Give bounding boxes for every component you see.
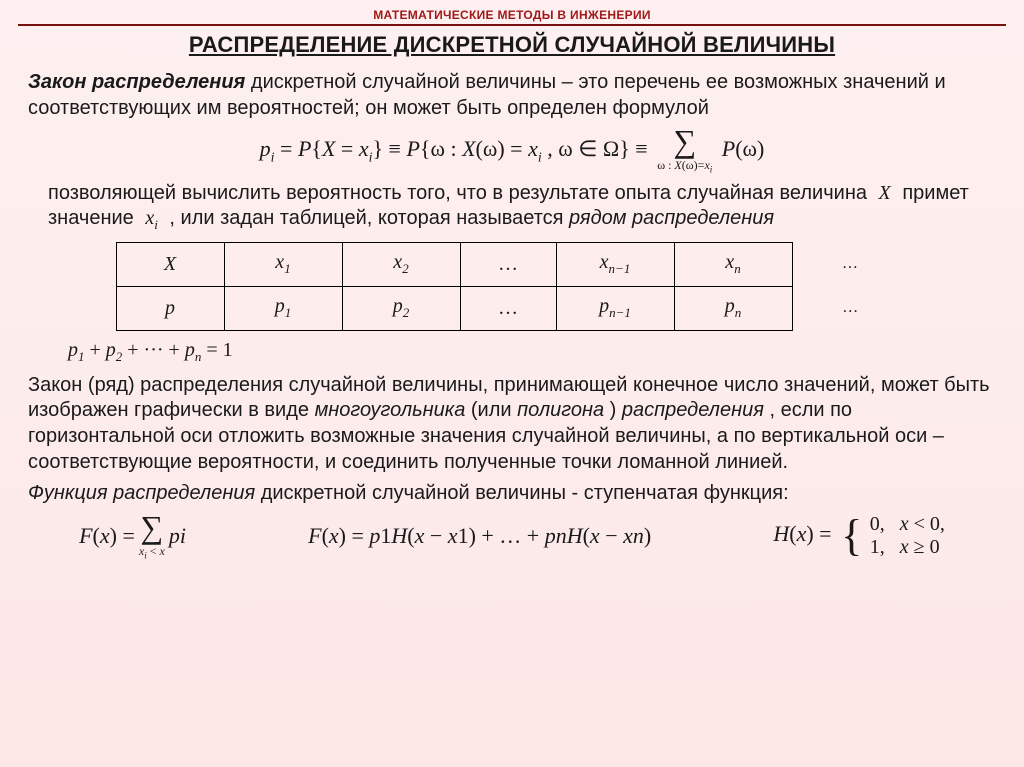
td: xn bbox=[674, 242, 792, 286]
explain-a: позволяющей вычислить вероятность того, … bbox=[48, 182, 873, 204]
th-p: p bbox=[116, 286, 224, 330]
poly-e: ) bbox=[610, 399, 622, 421]
course-header: МАТЕМАТИЧЕСКИЕ МЕТОДЫ В ИНЖЕНЕРИИ bbox=[18, 8, 1006, 22]
divider bbox=[18, 24, 1006, 26]
term-polygon1: многоугольника bbox=[315, 399, 466, 421]
explain-c: , или задан таблицей, которая называется bbox=[169, 207, 569, 229]
identity-formula: p1 + p2 + ··· + pn = 1 bbox=[68, 339, 1006, 365]
paragraph-explain: позволяющей вычислить вероятность того, … bbox=[48, 181, 986, 234]
paragraph-polygon: Закон (ряд) распределения случайной вели… bbox=[28, 373, 996, 475]
formula-Fx-step: F(x) = p1H(x − x1) + … + pnH(x − xn) bbox=[308, 523, 651, 549]
term-series: рядом распределения bbox=[569, 207, 774, 229]
td: … bbox=[792, 286, 908, 330]
table-row: p p1 p2 … pn−1 pn … bbox=[116, 286, 908, 330]
paragraph-definition: Закон распределения дискретной случайной… bbox=[28, 70, 996, 121]
term-cdf: Функция распределения bbox=[28, 482, 255, 504]
th-X: X bbox=[116, 242, 224, 286]
paragraph-cdf: Функция распределения дискретной случайн… bbox=[28, 481, 996, 507]
td: p1 bbox=[224, 286, 342, 330]
td: x2 bbox=[342, 242, 460, 286]
term-lead: Закон распределения bbox=[28, 71, 245, 93]
formula-main: pi = P{X = xi} ≡ P{ω : X(ω) = xi , ω ∈ Ω… bbox=[18, 127, 1006, 174]
cdf-text: дискретной случайной величины - ступенча… bbox=[261, 482, 789, 504]
table-row: X x1 x2 … xn−1 xn … bbox=[116, 242, 908, 286]
td: … bbox=[460, 242, 556, 286]
td: pn bbox=[674, 286, 792, 330]
td: xn−1 bbox=[556, 242, 674, 286]
page-title: РАСПРЕДЕЛЕНИЕ ДИСКРЕТНОЙ СЛУЧАЙНОЙ ВЕЛИЧ… bbox=[18, 32, 1006, 58]
var-X: X bbox=[873, 182, 897, 204]
formula-row: F(x) = ∑ xi < x pi F(x) = p1H(x − x1) + … bbox=[18, 513, 1006, 560]
td: … bbox=[792, 242, 908, 286]
poly-c: (или bbox=[471, 399, 517, 421]
term-polygon2: полигона bbox=[517, 399, 604, 421]
td: pn−1 bbox=[556, 286, 674, 330]
td: p2 bbox=[342, 286, 460, 330]
term-dist: распределения bbox=[622, 399, 764, 421]
formula-heaviside: H(x) = { 0, x < 0, 1, x ≥ 0 bbox=[773, 513, 945, 559]
formula-Fx-sum: F(x) = ∑ xi < x pi bbox=[79, 513, 186, 560]
distribution-table: X x1 x2 … xn−1 xn … p p1 p2 … pn−1 pn … bbox=[116, 242, 909, 331]
td: x1 bbox=[224, 242, 342, 286]
var-xi: xi bbox=[139, 207, 164, 229]
td: … bbox=[460, 286, 556, 330]
